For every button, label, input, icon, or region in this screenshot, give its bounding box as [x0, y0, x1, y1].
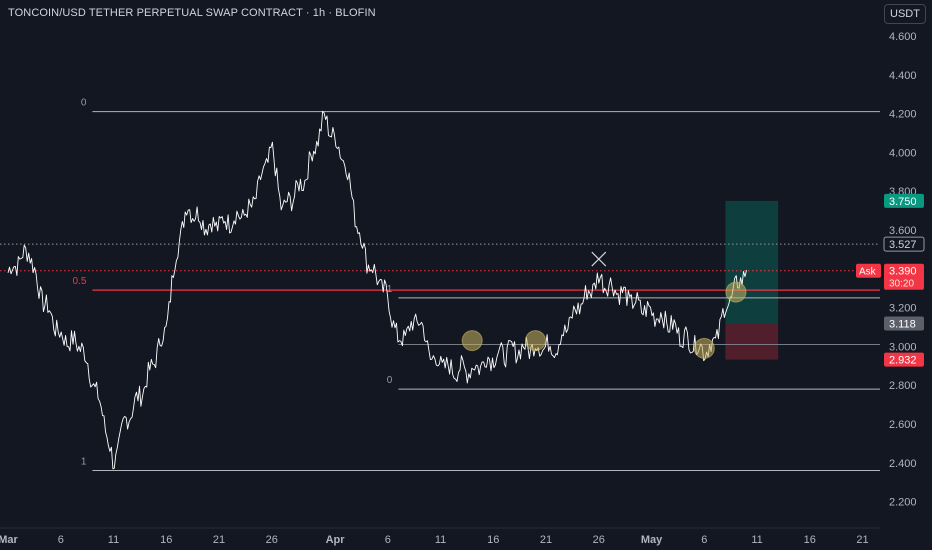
fib1-level-label: 0.5 — [72, 276, 86, 287]
y-tick-label: 4.600 — [889, 31, 917, 43]
ask-countdown: 30:20 — [889, 279, 914, 290]
x-tick-label: May — [641, 534, 663, 546]
fib2-level-label: 1 — [387, 284, 393, 295]
target-price-badge-bg — [884, 193, 924, 208]
y-tick-label: 3.000 — [889, 341, 917, 353]
y-tick-label: 4.000 — [889, 147, 917, 159]
dotted-level-badge: 3.527 — [889, 239, 917, 251]
x-tick-label: 11 — [751, 534, 762, 546]
y-tick-label: 2.800 — [889, 380, 917, 392]
x-tick-label: 16 — [804, 534, 816, 546]
entry-price-badge: 3.118 — [889, 319, 916, 331]
y-tick-label: 2.400 — [889, 458, 917, 470]
entry-price-badge-bg — [884, 316, 924, 331]
x-tick-label: 6 — [58, 534, 64, 546]
x-tick-label: 16 — [160, 534, 172, 546]
x-tick-label: 26 — [266, 534, 278, 546]
stop-price-badge-bg — [884, 352, 924, 367]
y-tick-label: 2.200 — [889, 497, 917, 509]
ask-badge-bg — [884, 263, 924, 290]
price-line — [7, 110, 747, 470]
take-profit-zone — [725, 200, 779, 324]
x-tick-label: 6 — [701, 534, 707, 546]
x-tick-label: 21 — [540, 534, 552, 546]
x-tick-label: 21 — [213, 534, 225, 546]
y-tick-label: 3.600 — [889, 225, 917, 237]
highlight-circle — [725, 281, 747, 303]
x-tick-label: 21 — [856, 534, 868, 546]
x-tick-label: 26 — [593, 534, 605, 546]
chart-title: TONCOIN/USD TETHER PERPETUAL SWAP CONTRA… — [8, 7, 376, 19]
x-tick-label: 11 — [435, 534, 446, 546]
fib1-level-label: 0 — [81, 98, 87, 109]
y-tick-label: 4.200 — [889, 109, 917, 121]
fib1-level-label: 1 — [81, 457, 87, 468]
highlight-circle — [693, 337, 715, 359]
stop-loss-zone — [725, 323, 779, 360]
x-tick-label: 16 — [487, 534, 499, 546]
highlight-circle — [525, 330, 546, 352]
ask-tag: Ask — [859, 267, 877, 278]
x-tick-label: 11 — [108, 534, 119, 546]
target-price-badge: 3.750 — [889, 196, 917, 208]
x-tick-label: 6 — [385, 534, 391, 546]
y-tick-label: 2.600 — [889, 419, 917, 431]
y-tick-label: 3.200 — [889, 303, 917, 315]
stop-price-badge: 2.932 — [889, 355, 917, 367]
y-tick-label: 4.400 — [889, 70, 917, 82]
fib2-level-label: 0 — [387, 375, 393, 386]
currency-button[interactable]: USDT — [884, 4, 926, 24]
highlight-circle — [461, 330, 483, 352]
ask-price-label: 3.390 — [889, 266, 917, 278]
x-tick-label: Mar — [0, 534, 18, 546]
ask-tag-bg — [856, 263, 881, 278]
cross-marker — [591, 251, 607, 267]
x-tick-label: Apr — [326, 534, 346, 546]
dotted-level-badge-bg — [883, 236, 925, 252]
